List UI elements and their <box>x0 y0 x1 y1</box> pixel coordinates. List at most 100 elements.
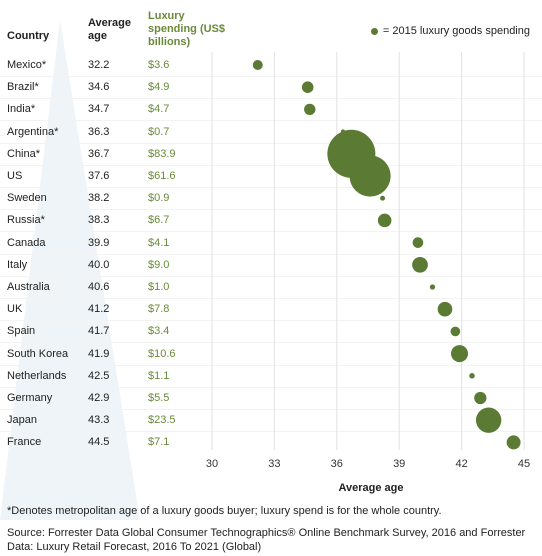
row-spending: $0.9 <box>148 192 170 205</box>
row-country: Italy <box>7 258 28 271</box>
header-average-age: Average age <box>88 17 132 42</box>
row-age: 38.2 <box>88 192 110 205</box>
row-age: 42.9 <box>88 392 110 404</box>
x-tick-label: 45 <box>518 458 530 470</box>
row-spending: $0.7 <box>148 125 170 138</box>
bubble-point <box>412 256 428 273</box>
row-spending: $3.4 <box>148 325 170 338</box>
x-tick-label: 33 <box>268 458 280 470</box>
row-country: Sweden <box>7 192 47 205</box>
x-tick-label: 42 <box>455 458 467 470</box>
row-country: China* <box>7 147 41 160</box>
row-age: 41.9 <box>88 347 110 360</box>
row-country: France <box>7 436 42 449</box>
source-line-2: Data: Luxury Retail Forecast, 2016 To 20… <box>7 541 262 553</box>
row-country: Spain <box>7 325 36 338</box>
bubble-point <box>252 60 263 70</box>
bubble-point <box>469 373 475 379</box>
row-spending: $1.1 <box>148 369 170 382</box>
row-country: Canada <box>7 236 46 249</box>
row-divider <box>0 409 542 410</box>
row-age: 38.3 <box>88 214 110 227</box>
row-spending: $4.1 <box>148 236 170 249</box>
row-age: 36.3 <box>88 125 110 138</box>
header-luxury-spending: Luxury spending (US$ billions) <box>148 10 226 48</box>
row-divider <box>0 209 542 211</box>
row-country: Mexico* <box>7 59 47 71</box>
row-age: 44.5 <box>88 436 110 449</box>
source-line-1: Source: Forrester Data Global Consumer T… <box>7 527 526 539</box>
row-divider <box>0 98 542 100</box>
row-spending: $9.0 <box>148 258 170 271</box>
row-age: 39.9 <box>88 236 110 249</box>
bubble-chart: 30 33 36 39 42 45 Average age <box>206 52 530 494</box>
row-country: Germany <box>7 392 53 404</box>
row-divider <box>0 364 542 366</box>
row-divider <box>0 275 542 277</box>
bubble-point <box>301 81 314 93</box>
bubble-point <box>506 435 521 450</box>
row-spending: $23.5 <box>148 414 176 427</box>
row-age: 37.6 <box>88 170 110 182</box>
row-country: Argentina* <box>7 125 59 138</box>
source-text: Source: Forrester Data Global Consumer T… <box>7 526 525 554</box>
row-country: UK <box>7 303 23 316</box>
row-divider <box>0 76 542 77</box>
row-spending: $7.1 <box>148 436 170 449</box>
row-spending: $10.6 <box>148 347 176 360</box>
row-divider <box>0 298 542 299</box>
row-divider <box>0 253 542 255</box>
row-age: 40.0 <box>88 258 110 271</box>
footnote: *Denotes metropolitan age of a luxury go… <box>7 505 442 517</box>
header-country: Country <box>7 30 50 42</box>
row-age: 43.3 <box>88 414 110 427</box>
row-country: US <box>7 170 23 182</box>
background-watermark <box>0 20 140 520</box>
legend-dot-icon <box>370 27 378 35</box>
row-divider <box>0 320 542 322</box>
x-axis-label: Average age <box>338 482 403 494</box>
row-divider <box>0 120 542 122</box>
row-country: Russia* <box>7 214 45 227</box>
bubble-point <box>437 301 453 317</box>
bubble-point <box>349 155 391 197</box>
row-spending: $3.6 <box>148 59 170 71</box>
row-age: 34.7 <box>88 103 110 116</box>
row-spending: $1.0 <box>148 281 170 293</box>
row-age: 42.5 <box>88 369 110 382</box>
bubble-point <box>475 407 502 433</box>
legend: = 2015 luxury goods spending <box>370 25 530 37</box>
row-divider <box>0 231 542 233</box>
row-spending: $5.5 <box>148 392 170 404</box>
bubble-point <box>412 237 424 248</box>
legend-label: = 2015 luxury goods spending <box>382 25 530 37</box>
row-country: Australia <box>7 281 50 293</box>
row-country: Japan <box>7 414 37 427</box>
row-divider <box>0 342 542 344</box>
row-age: 34.6 <box>88 81 110 94</box>
row-divider <box>0 431 542 433</box>
row-spending: $4.9 <box>148 81 170 94</box>
bubble-point <box>450 326 461 337</box>
bubble-point <box>304 103 316 116</box>
row-age: 41.7 <box>88 325 110 338</box>
row-divider <box>0 187 542 188</box>
x-tick-label: 36 <box>331 458 343 470</box>
bubble-point <box>380 195 386 201</box>
row-spending: $61.6 <box>148 170 176 182</box>
x-tick-label: 39 <box>393 458 405 470</box>
row-age: 41.2 <box>88 303 110 316</box>
row-country: Netherlands <box>7 369 67 382</box>
row-country: South Korea <box>7 347 69 360</box>
row-country: India* <box>7 103 36 116</box>
row-divider <box>0 386 542 388</box>
bubble-point <box>377 213 392 228</box>
row-age: 40.6 <box>88 281 110 293</box>
x-tick-label: 30 <box>206 458 218 470</box>
row-age: 36.7 <box>88 147 110 160</box>
row-spending: $83.9 <box>148 147 176 160</box>
row-country: Brazil* <box>7 81 39 94</box>
row-spending: $4.7 <box>148 103 170 116</box>
row-spending: $7.8 <box>148 303 170 316</box>
row-age: 32.2 <box>88 59 110 71</box>
